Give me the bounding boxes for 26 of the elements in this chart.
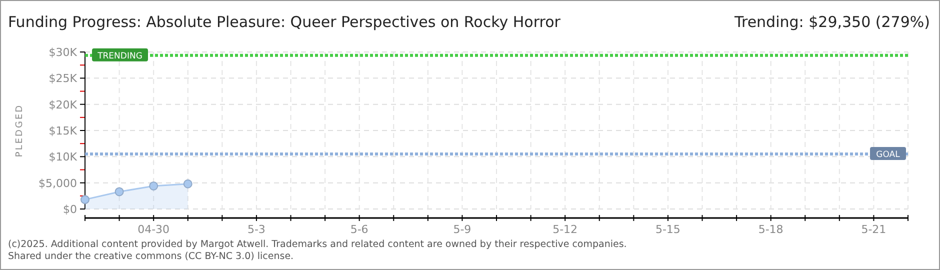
text: (c)2025. Additional content provided by Margot Atwell. Trademarks and related content are owned by their respective companies. [8, 239, 627, 250]
point [80, 195, 90, 204]
x-tick-label: 5-21 [861, 223, 886, 236]
x-tick-label: 5-12 [552, 223, 578, 236]
chart-subtitle: Trending: $29,350 (279%) [734, 13, 930, 31]
y-tick-label: $5,000 [38, 176, 77, 190]
y-tick-label: $10K [48, 150, 78, 164]
point [183, 179, 192, 188]
x-tick-label: 5-15 [655, 223, 680, 236]
y-tick-label: $20K [48, 98, 78, 112]
x-tick-label: 5-9 [453, 223, 472, 236]
x-tick-label: 5-3 [247, 223, 266, 236]
y-tick-label: $25K [48, 72, 78, 86]
y-tick-label: $0 [63, 203, 77, 216]
chart-title: Funding Progress: Absolute Pleasure: Queer Perspectives on Rocky Horror [8, 13, 562, 31]
x-tick-label: 5-18 [758, 223, 784, 236]
x-tick-label: 04-30 [138, 223, 170, 236]
text: Shared under the creative commons (CC BY-NC 3.0) license. [8, 251, 294, 262]
point [114, 187, 124, 196]
y-tick-label: $15K [48, 124, 78, 138]
ref-line-label: TRENDING [96, 51, 142, 62]
y-tick-label: $30K [48, 46, 78, 59]
y-axis-title: PLEDGED [15, 104, 25, 158]
x-tick-label: 5-6 [350, 223, 368, 236]
point [149, 181, 158, 190]
ref-line-label: GOAL [876, 150, 900, 160]
